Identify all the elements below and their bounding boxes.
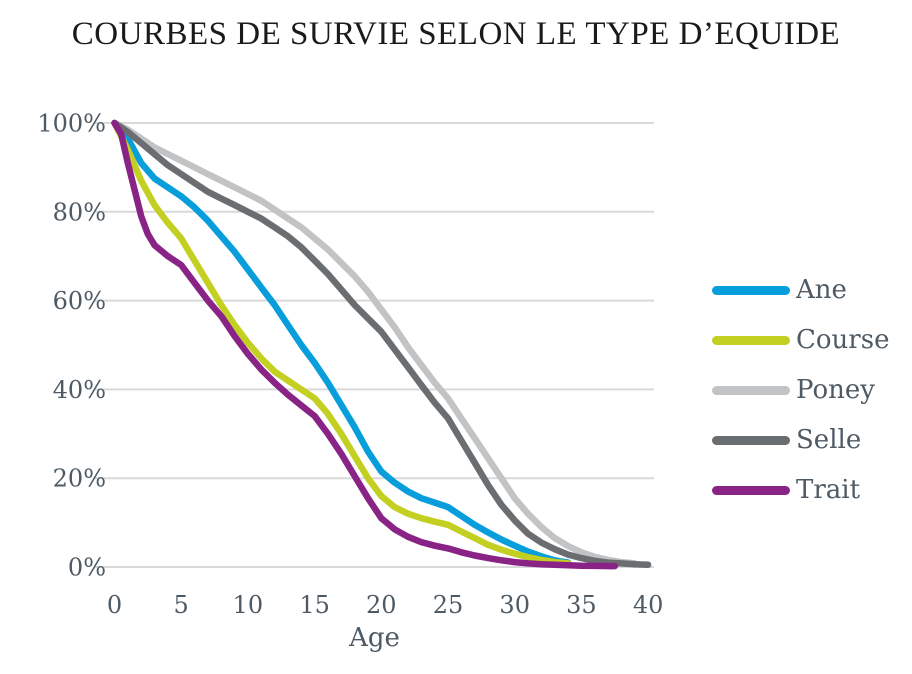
legend-item-ane: Ane — [712, 275, 847, 305]
x-tick-label: 15 — [299, 591, 330, 619]
legend-item-course: Course — [712, 325, 889, 355]
legend-swatch-poney — [712, 385, 790, 395]
y-tick-label: 20% — [53, 465, 106, 493]
legend-item-poney: Poney — [712, 375, 875, 405]
series-line-poney — [111, 119, 639, 567]
legend-label: Ane — [796, 275, 847, 305]
x-tick-label: 0 — [107, 591, 122, 619]
legend-swatch-course — [712, 335, 790, 345]
y-tick-label: 40% — [53, 376, 106, 404]
x-tick-label: 20 — [366, 591, 397, 619]
x-axis-title: Age — [348, 623, 400, 653]
legend-label: Selle — [796, 425, 862, 455]
y-tick-label: 0% — [68, 554, 106, 582]
x-tick-label: 10 — [233, 591, 264, 619]
legend-item-selle: Selle — [712, 425, 861, 455]
x-tick-label: 40 — [633, 591, 664, 619]
x-tick-label: 35 — [566, 591, 597, 619]
y-tick-label: 100% — [37, 110, 106, 138]
series-line-trait — [111, 119, 619, 570]
x-tick-label: 25 — [433, 591, 464, 619]
y-tick-label: 60% — [53, 287, 106, 315]
chart-title: COURBES DE SURVIE SELON LE TYPE D’EQUIDE — [71, 16, 841, 52]
legend-label: Course — [796, 325, 890, 355]
x-tick-label: 5 — [174, 591, 189, 619]
legend-label: Poney — [796, 375, 875, 405]
y-tick-label: 80% — [53, 198, 106, 226]
series-line-course — [111, 119, 572, 567]
series-line-selle — [111, 119, 652, 569]
legend-label: Trait — [796, 475, 861, 505]
legend-swatch-ane — [712, 285, 790, 295]
legend-swatch-trait — [712, 485, 790, 495]
x-tick-label: 30 — [499, 591, 530, 619]
legend-swatch-selle — [712, 435, 790, 445]
legend-item-trait: Trait — [712, 475, 860, 505]
legend: Ane Course Poney Selle Trait — [712, 0, 912, 674]
series-line-ane — [111, 119, 572, 566]
